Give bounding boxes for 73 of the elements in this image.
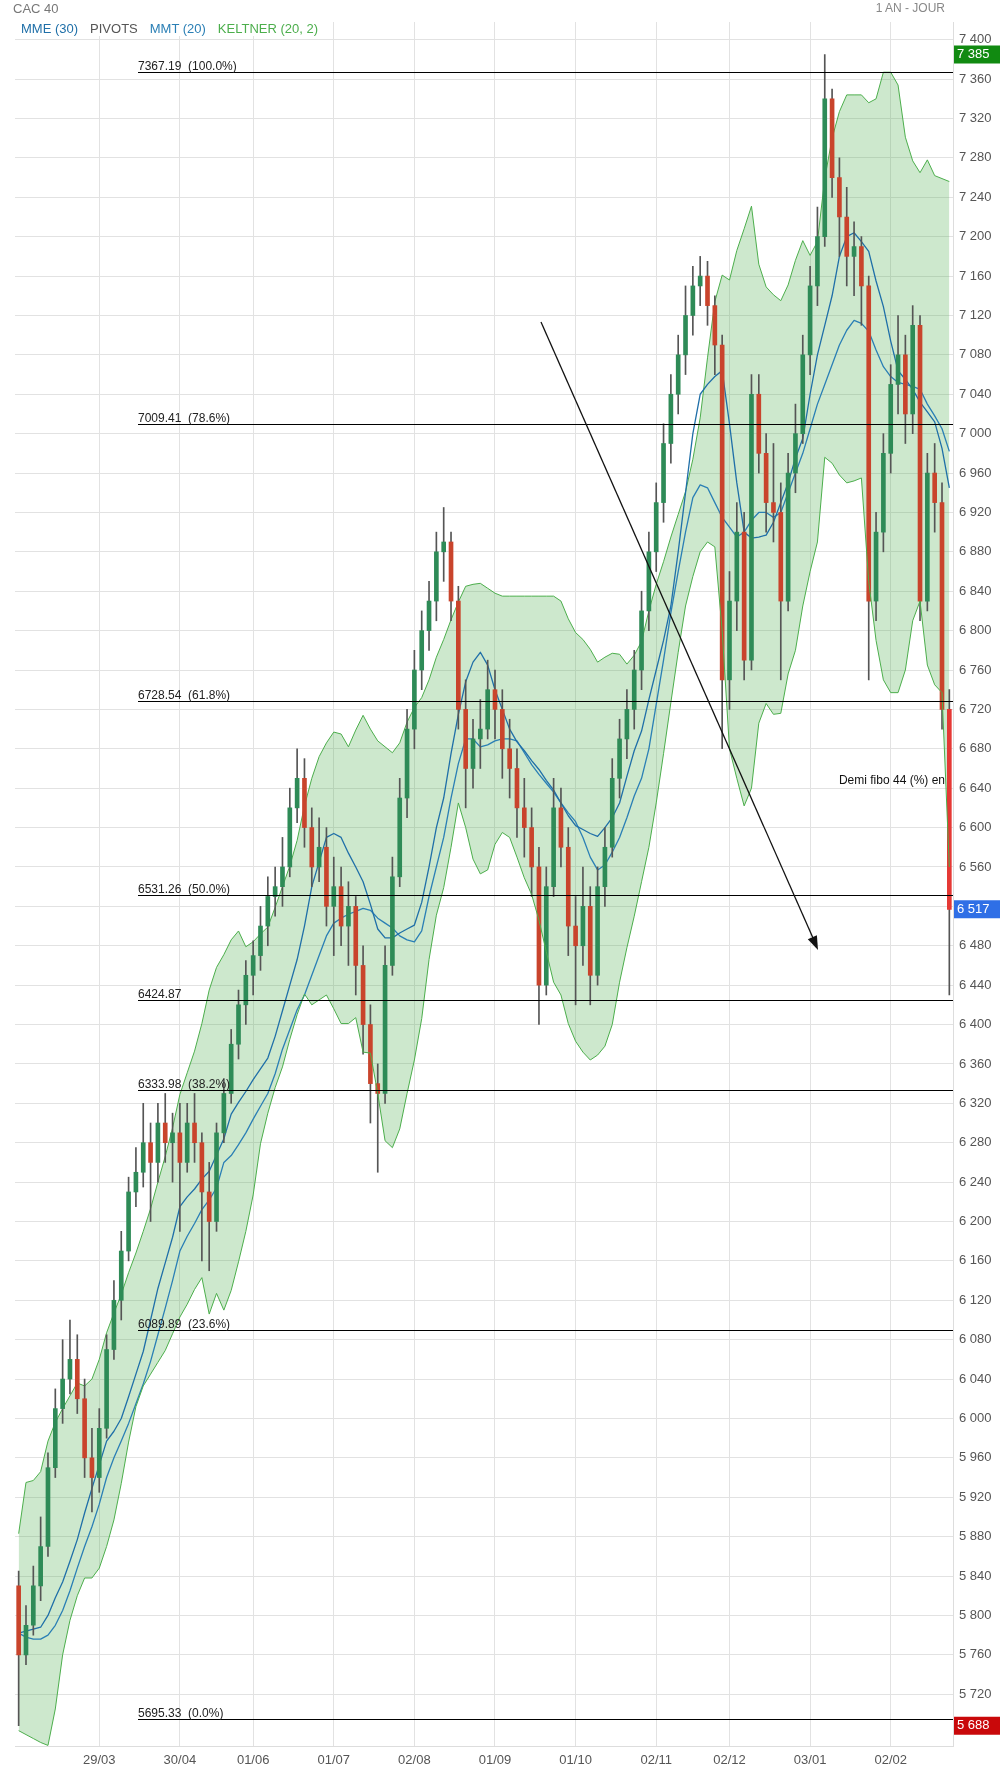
- y-tick-label: 7 040: [959, 385, 992, 401]
- x-tick-label: 03/01: [793, 1751, 827, 1767]
- y-tick-label: 6 640: [959, 779, 992, 795]
- y-tick-label: 6 480: [959, 937, 992, 953]
- x-tick-label: 01/06: [236, 1751, 270, 1767]
- candlestick: [851, 221, 857, 297]
- y-tick-label: 5 760: [959, 1646, 992, 1662]
- ref-line-label: 7367.19 (100.0%): [138, 58, 237, 73]
- y-tick-label: 6 680: [959, 740, 992, 756]
- y-tick-label: 6 560: [959, 858, 992, 874]
- candlestick: [697, 256, 703, 306]
- y-tick-label: 6 280: [959, 1134, 992, 1150]
- ref-line-label: 6728.54 (61.8%): [138, 687, 231, 702]
- y-tick-label: 6 120: [959, 1291, 992, 1307]
- y-tick-label: 5 720: [959, 1685, 992, 1701]
- x-tick-label: 29/03: [83, 1751, 116, 1767]
- annotation: PIVOTS: [90, 21, 138, 36]
- y-tick-label: 6 600: [959, 819, 992, 835]
- y-tick-label: 5 800: [959, 1607, 992, 1622]
- ref-line-label: 5695.33 (0.0%): [138, 1705, 224, 1720]
- y-tick-label: 6 880: [959, 543, 992, 559]
- x-tick-label: 01/07: [317, 1751, 351, 1767]
- y-tick-label: 6 000: [959, 1410, 992, 1426]
- x-tick-label: 30/04: [163, 1751, 197, 1767]
- candlestick: [441, 507, 447, 582]
- y-tick-label: 5 960: [959, 1449, 992, 1465]
- text: 5 688: [957, 1717, 990, 1733]
- y-tick-label: 7 400: [959, 31, 992, 47]
- chart-title: CAC 40: [13, 1, 59, 16]
- text: 7 385: [957, 46, 990, 62]
- x-tick-label: 02/12: [713, 1751, 746, 1767]
- y-tick-label: 6 760: [959, 661, 992, 677]
- text: 6 517: [957, 900, 990, 916]
- y-tick-label: 5 880: [959, 1528, 992, 1544]
- y-tick-label: 6 240: [959, 1173, 992, 1189]
- y-tick-label: 6 400: [959, 1016, 992, 1032]
- y-tick-label: 7 240: [959, 188, 992, 204]
- y-tick-label: 5 920: [959, 1488, 992, 1504]
- y-tick-label: 7 160: [959, 267, 992, 283]
- text: MME (30): [21, 21, 79, 36]
- y-tick-label: 6 160: [959, 1252, 992, 1268]
- y-tick-label: 7 120: [959, 307, 992, 323]
- y-tick-label: 7 080: [959, 346, 992, 362]
- y-tick-label: 7 280: [959, 149, 992, 165]
- y-tick-label: 7 320: [959, 110, 992, 126]
- annotation: Demi fibo 44 (%) en: [838, 773, 945, 788]
- ref-line-label: 6531.26 (50.0%): [138, 881, 231, 896]
- y-tick-label: 6 440: [959, 976, 992, 992]
- text: KELTNER (20, 2): [217, 21, 319, 36]
- y-tick-label: 6 080: [959, 1331, 992, 1347]
- text: MMT (20): [149, 21, 206, 36]
- y-tick-label: 6 360: [959, 1055, 992, 1071]
- y-tick-label: 6 200: [959, 1213, 992, 1229]
- y-tick-label: 6 800: [959, 622, 992, 638]
- y-tick-label: 7 200: [959, 228, 992, 244]
- text: 1 AN - JOUR: [875, 1, 945, 15]
- y-tick-label: 6 960: [959, 464, 992, 480]
- x-tick-label: 01/10: [559, 1751, 592, 1767]
- ref-line-label: 7009.41 (78.6%): [138, 410, 231, 425]
- ref-line-label: 6424.87: [138, 986, 182, 1001]
- x-tick-label: 01/09: [478, 1751, 512, 1767]
- x-tick-label: 02/11: [640, 1751, 672, 1767]
- x-tick-label: 02/02: [874, 1751, 907, 1767]
- y-tick-label: 5 840: [959, 1567, 992, 1583]
- y-tick-label: 7 000: [959, 425, 992, 441]
- y-tick-label: 7 360: [959, 70, 992, 86]
- x-tick-label: 02/08: [398, 1751, 431, 1767]
- y-tick-label: 6 920: [959, 504, 992, 520]
- candlestick: [331, 856, 337, 956]
- y-tick-label: 6 320: [959, 1094, 992, 1110]
- y-tick-label: 6 040: [959, 1370, 992, 1386]
- y-tick-label: 6 720: [959, 700, 992, 716]
- y-tick-label: 6 840: [959, 582, 992, 598]
